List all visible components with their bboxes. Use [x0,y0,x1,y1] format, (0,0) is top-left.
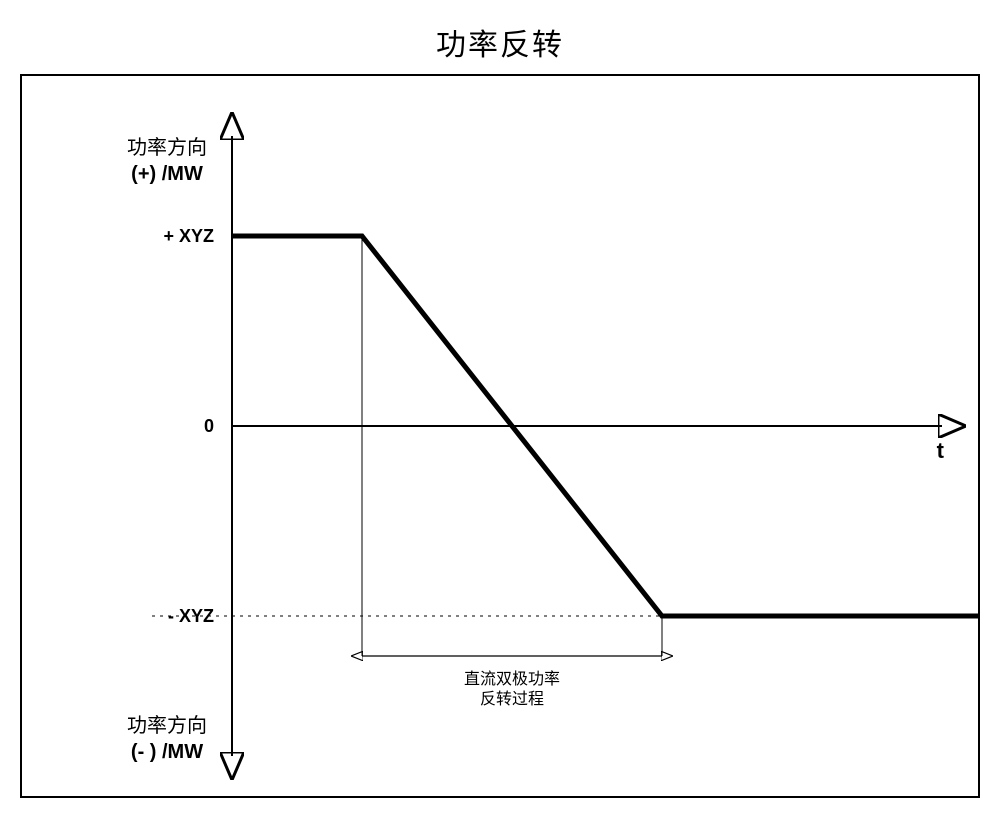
figure-title: 功率反转 [20,20,980,64]
tick-plus-xyz: + XYZ [163,226,214,246]
chart-frame: 直流双极功率反转过程功率方向(+) /MW功率方向(- ) /MW+ XYZ0-… [20,74,980,798]
reversal-range-label-1: 直流双极功率 [464,670,560,688]
power-reversal-chart: 直流双极功率反转过程功率方向(+) /MW功率方向(- ) /MW+ XYZ0-… [22,76,978,796]
y-label-top-2: (+) /MW [131,163,203,185]
figure-container: 功率反转 直流双极功率反转过程功率方向(+) /MW功率方向(- ) /MW+ … [20,20,980,798]
y-label-top-1: 功率方向 [127,136,207,159]
x-axis-label: t [937,438,945,463]
tick-zero: 0 [204,416,214,436]
y-label-bot-1: 功率方向 [127,714,207,737]
y-label-bot-2: (- ) /MW [131,741,203,763]
tick-minus-xyz: - XYZ [168,606,214,626]
reversal-range-label-2: 反转过程 [480,690,544,708]
